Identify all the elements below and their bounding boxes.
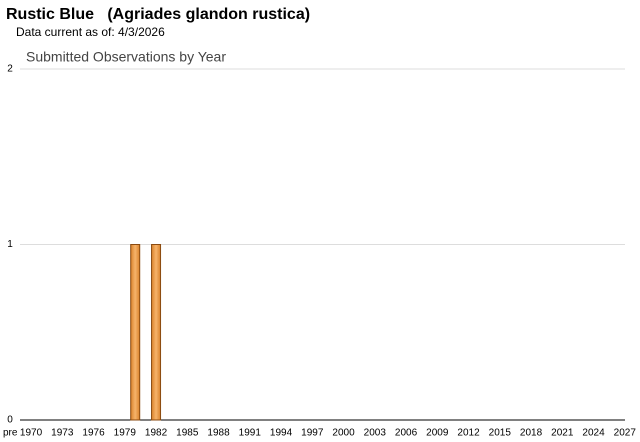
x-tick-label: 1988 xyxy=(207,428,230,439)
x-tick-label: 1976 xyxy=(82,428,105,439)
x-tick-label: 2024 xyxy=(582,428,605,439)
chart-title: Submitted Observations by Year xyxy=(26,49,226,65)
x-tick-label: 2015 xyxy=(489,428,512,439)
x-tick-label: 2003 xyxy=(364,428,387,439)
y-tick-label: 2 xyxy=(7,64,13,75)
x-tick-label: 1994 xyxy=(270,428,293,439)
x-tick-label: 1997 xyxy=(301,428,324,439)
x-tick-label: 2018 xyxy=(520,428,543,439)
y-tick-label: 1 xyxy=(7,239,13,250)
y-tick-label: 0 xyxy=(7,415,13,426)
x-tick-label: 1970 xyxy=(20,428,43,439)
x-tick-label: 2000 xyxy=(332,428,355,439)
x-tick-label: 2027 xyxy=(614,428,637,439)
x-tick-label: 1982 xyxy=(145,428,168,439)
bar xyxy=(151,244,162,421)
x-tick-label: 1985 xyxy=(176,428,199,439)
x-tick-label: 2009 xyxy=(426,428,449,439)
x-tick-label: 2012 xyxy=(457,428,480,439)
x-tick-label: 2021 xyxy=(551,428,574,439)
x-tick-label: 2006 xyxy=(395,428,418,439)
subtitle: Data current as of: 4/3/2026 xyxy=(16,25,165,39)
x-tick-label: 1991 xyxy=(239,428,262,439)
x-tick-label: 1973 xyxy=(51,428,74,439)
x-tick-label: pre xyxy=(3,428,18,439)
page-title: Rustic Blue (Agriades glandon rustica) xyxy=(6,6,310,23)
x-tick-label: 1979 xyxy=(114,428,137,439)
bar xyxy=(130,244,141,421)
